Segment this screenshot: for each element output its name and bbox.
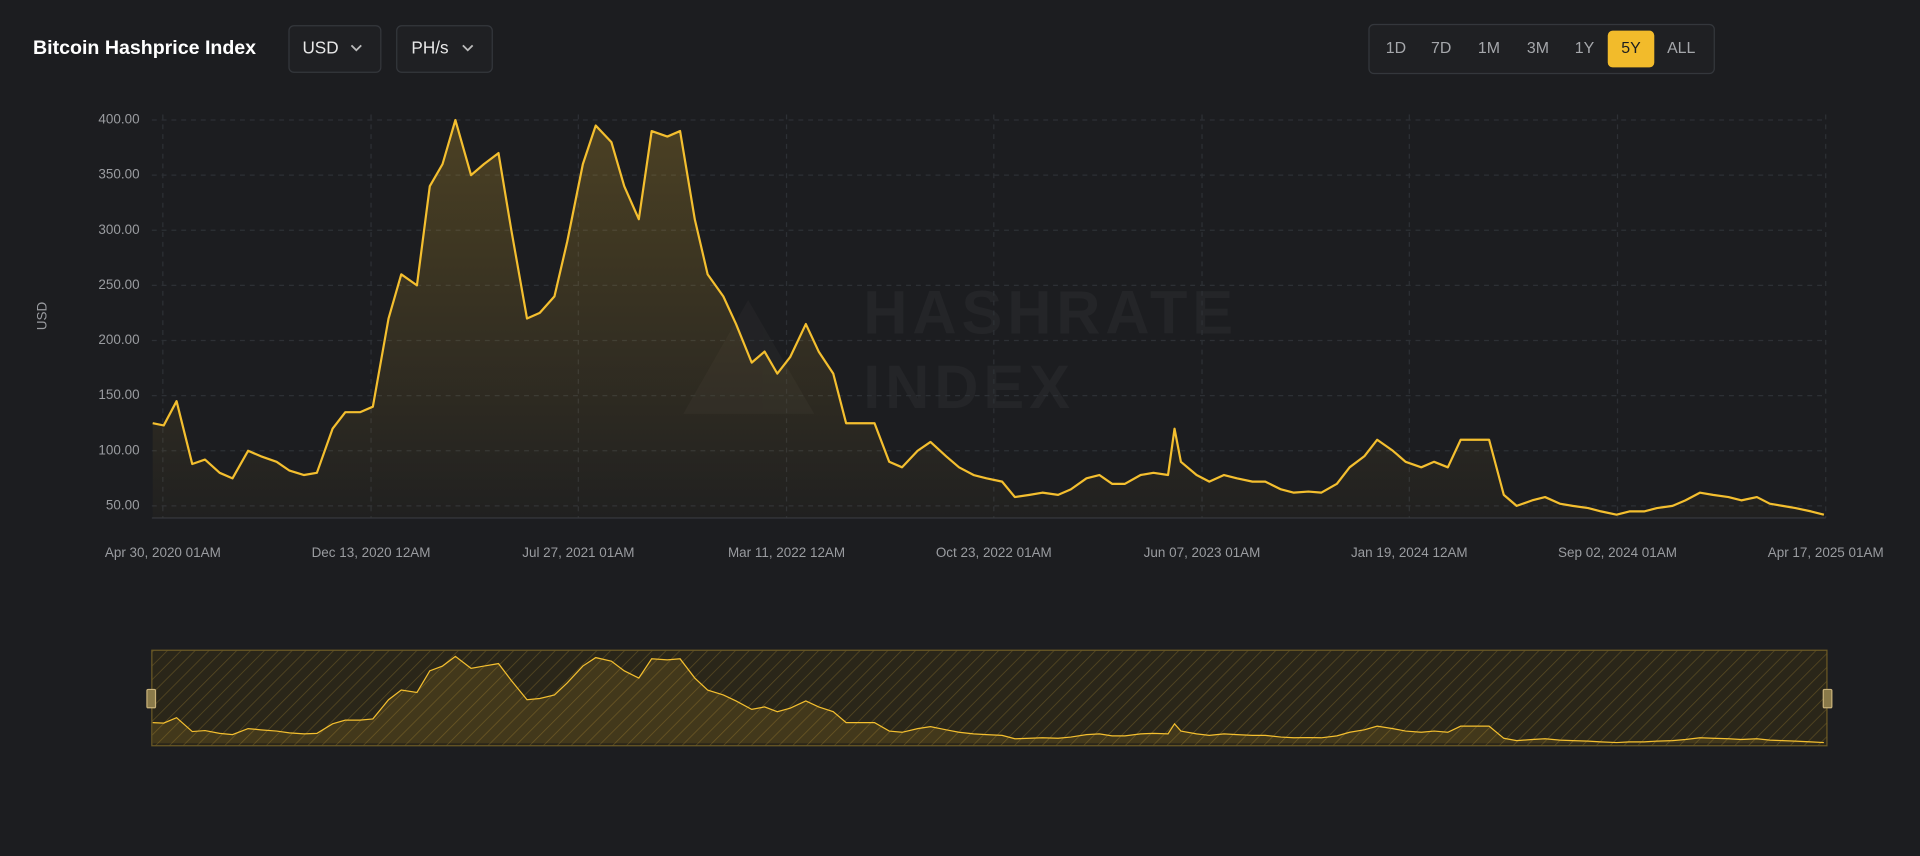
dropdown-box[interactable] [396,25,493,73]
line [152,118,1825,516]
navigator-line [152,655,1824,744]
x-tick-label: Apr 30, 2020 01AM [105,545,221,560]
page-title: Bitcoin Hashprice Index [33,37,256,59]
x-tick-label: Oct 23, 2022 01AM [936,545,1052,560]
x-tick-label: Jul 27, 2021 01AM [522,545,634,560]
unit-dropdown[interactable]: PH/s [396,25,493,73]
range-button[interactable]: ALL [1667,40,1695,57]
range-button[interactable]: 1M [1478,40,1500,57]
watermark-text: HASHRATE [863,278,1238,346]
x-tick-label: Sep 02, 2024 01AM [1558,545,1677,560]
chevron [350,44,362,52]
y-tick-label: 400.00 [98,112,139,127]
x-tick-label: Apr 17, 2025 01AM [1768,545,1884,560]
dropdown-label[interactable]: USD [302,38,338,58]
dropdown-label[interactable]: PH/s [411,38,448,58]
dropdown-box[interactable] [288,25,382,73]
navigator-area [152,656,1824,744]
range-button[interactable]: 1Y [1575,40,1595,57]
range-button-active[interactable] [1607,30,1655,68]
range-button[interactable]: 7D [1431,40,1451,57]
y-tick-label: 250.00 [98,277,139,292]
y-tick-label: 300.00 [98,222,139,237]
area [152,120,1824,518]
chevron [462,44,474,52]
y-tick-label: 350.00 [98,167,139,182]
y-tick-label: 150.00 [98,387,139,402]
navigator-handle[interactable] [146,688,157,709]
range-button[interactable]: 3M [1527,40,1549,57]
range-button[interactable]: 1D [1386,40,1406,57]
y-axis-label: USD [34,301,49,330]
y-tick-label: 100.00 [98,442,139,457]
navigator-handle[interactable] [1822,688,1833,709]
x-tick-label: Dec 13, 2020 12AM [312,545,431,560]
currency-dropdown[interactable]: USD [288,25,382,73]
y-tick-label: 200.00 [98,332,139,347]
x-tick-label: Mar 11, 2022 12AM [728,545,845,560]
y-tick-label: 50.00 [106,497,140,512]
watermark-text: INDEX [863,353,1075,421]
range-button[interactable]: 5Y [1621,40,1641,57]
x-tick-label: Jan 19, 2024 12AM [1351,545,1468,560]
x-tick-label: Jun 07, 2023 01AM [1144,545,1261,560]
